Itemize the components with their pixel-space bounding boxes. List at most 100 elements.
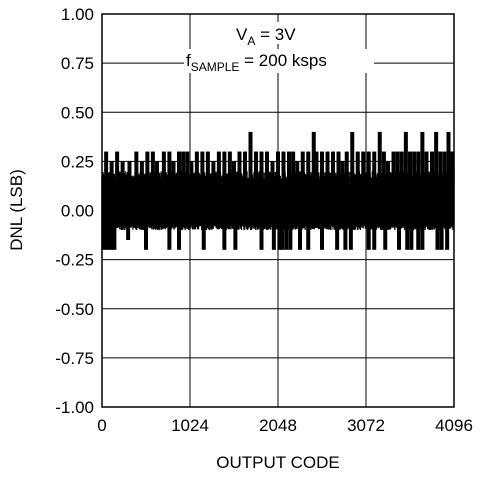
dnl-positive-spike (403, 131, 408, 182)
dnl-negative-spike (233, 226, 238, 250)
dnl-positive-spike (446, 131, 451, 182)
dnl-positive-spike (211, 161, 216, 182)
dnl-positive-spike (306, 151, 311, 182)
dnl-positive-spike (381, 151, 386, 182)
x-tick-label: 3072 (347, 416, 385, 435)
x-axis-title: OUTPUT CODE (216, 453, 339, 472)
annotation-background (230, 22, 346, 44)
y-axis-title: DNL (LSB) (7, 169, 26, 251)
dnl-positive-spike (320, 151, 324, 182)
dnl-positive-spike (412, 151, 417, 182)
dnl-positive-spike (408, 151, 412, 182)
dnl-positive-spike (270, 161, 275, 182)
dnl-positive-spike (127, 161, 132, 182)
dnl-positive-spike (336, 151, 341, 182)
dnl-negative-spike (144, 226, 148, 250)
x-tick-label: 4096 (435, 416, 473, 435)
dnl-positive-spike (331, 151, 335, 182)
dnl-negative-spike (397, 226, 401, 250)
dnl-positive-spike (150, 151, 155, 182)
annotation-sample-rate: fSAMPLE = 200 ksps (186, 51, 327, 74)
y-tick-label: 1.00 (61, 5, 94, 24)
dnl-positive-spike (399, 151, 404, 182)
dnl-positive-spike (205, 151, 210, 182)
dnl-positive-spike (194, 151, 199, 182)
y-tick-label: -0.75 (55, 349, 94, 368)
dnl-negative-spike (366, 226, 371, 250)
y-tick-label: -0.50 (55, 300, 94, 319)
dnl-negative-spike (420, 226, 425, 250)
dnl-positive-spike (167, 151, 172, 182)
annotation-voltage: VA = 3V (236, 25, 296, 48)
dnl-positive-spike (171, 161, 176, 182)
dnl-positive-spike (276, 151, 280, 182)
y-tick-label: 0.25 (61, 152, 94, 171)
dnl-negative-spike (343, 226, 348, 250)
dnl-negative-spike (383, 226, 388, 250)
y-tick-label: 0.75 (61, 54, 94, 73)
y-tick-label: 0.50 (61, 103, 94, 122)
dnl-negative-spike (320, 226, 324, 250)
y-tick-label: 0.00 (61, 202, 94, 221)
dnl-positive-spike (295, 161, 300, 182)
dnl-negative-spike (112, 226, 117, 250)
dnl-positive-spike (216, 151, 221, 182)
dnl-positive-spike (134, 151, 139, 182)
dnl-negative-spike (416, 226, 421, 250)
dnl-positive-spike (391, 151, 396, 182)
dnl-positive-spike (395, 151, 400, 182)
dnl-negative-spike (405, 226, 410, 250)
dnl-negative-spike (126, 226, 131, 240)
dnl-positive-spike (222, 151, 227, 182)
dnl-positive-spike (420, 131, 425, 182)
dnl-negative-spike (101, 226, 106, 250)
dnl-positive-spike (377, 131, 382, 182)
dnl-positive-spike (350, 131, 355, 182)
dnl-positive-spike (237, 151, 242, 182)
dnl-positive-spike (438, 151, 443, 182)
dnl-negative-spike (271, 226, 276, 250)
dnl-negative-spike (104, 226, 109, 250)
dnl-positive-spike (161, 151, 166, 182)
dnl-positive-spike (243, 151, 247, 182)
dnl-positive-spike (372, 151, 377, 182)
dnl-negative-spike (177, 226, 181, 250)
dnl-negative-spike (167, 226, 172, 250)
dnl-positive-spike (254, 151, 258, 182)
dnl-negative-spike (109, 226, 114, 250)
dnl-positive-spike (104, 151, 109, 182)
dnl-negative-spike (409, 226, 414, 250)
dnl-positive-spike (120, 161, 125, 182)
dnl-series (101, 131, 455, 250)
dnl-positive-spike (311, 131, 316, 182)
dnl-positive-spike (386, 161, 390, 182)
dnl-positive-spike (442, 151, 447, 182)
dnl-positive-spike (181, 151, 186, 182)
y-tick-label: -1.00 (55, 398, 94, 417)
dnl-negative-spike (348, 226, 353, 250)
dnl-positive-spike (450, 151, 455, 182)
x-tick-label: 1024 (171, 416, 209, 435)
dnl-positive-spike (227, 151, 232, 182)
dnl-positive-spike (200, 151, 205, 182)
dnl-negative-spike (259, 226, 264, 250)
dnl-positive-spike (340, 161, 345, 182)
dnl-positive-spike (430, 151, 434, 182)
dnl-negative-spike (435, 226, 440, 250)
dnl-positive-spike (145, 151, 150, 182)
dnl-positive-spike (416, 151, 421, 182)
y-tick-label: -0.25 (55, 251, 94, 270)
dnl-negative-spike (439, 226, 444, 250)
dnl-positive-spike (424, 151, 429, 182)
dnl-negative-spike (298, 226, 302, 250)
dnl-positive-spike (361, 151, 366, 182)
dnl-positive-spike (232, 161, 236, 182)
dnl-positive-spike (109, 161, 114, 182)
dnl-negative-spike (335, 226, 340, 250)
x-tick-labels: 0 1024 2048 3072 4096 (97, 416, 473, 435)
x-tick-label: 0 (97, 416, 106, 435)
dnl-positive-spike (265, 151, 269, 182)
dnl-positive-spike (115, 151, 120, 182)
dnl-positive-spike (281, 151, 286, 182)
